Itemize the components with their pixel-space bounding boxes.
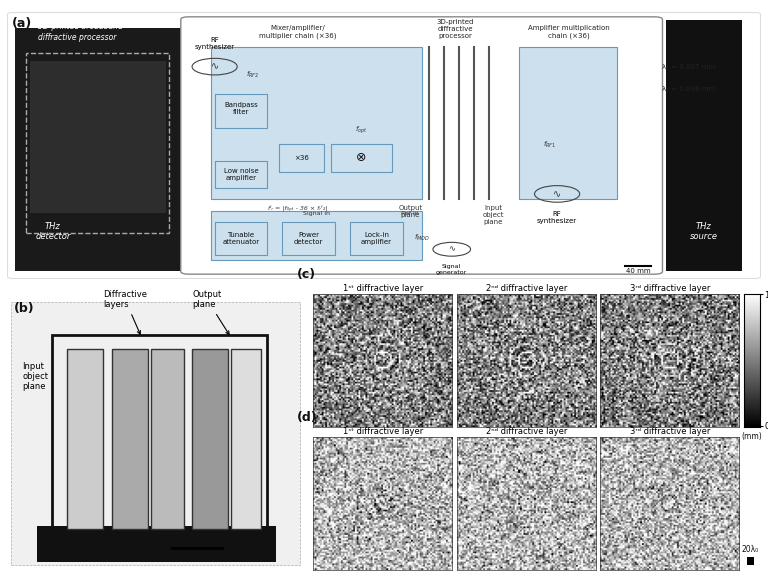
Text: (d): (d) bbox=[296, 411, 317, 425]
FancyBboxPatch shape bbox=[68, 349, 103, 529]
Title: 1ˢᵗ diffractive layer: 1ˢᵗ diffractive layer bbox=[343, 427, 423, 437]
Text: Tunable
attenuator: Tunable attenuator bbox=[223, 232, 260, 245]
Text: Output
plane: Output plane bbox=[193, 290, 229, 335]
Text: $f_{RF1}$: $f_{RF1}$ bbox=[543, 139, 556, 150]
FancyBboxPatch shape bbox=[11, 302, 300, 564]
Text: 3D-printed broadband
diffractive processor: 3D-printed broadband diffractive process… bbox=[38, 22, 123, 42]
Title: 2ⁿᵈ diffractive layer: 2ⁿᵈ diffractive layer bbox=[485, 284, 567, 293]
Text: $f_{opt}$: $f_{opt}$ bbox=[355, 124, 368, 136]
Title: 3ʳᵈ diffractive layer: 3ʳᵈ diffractive layer bbox=[630, 427, 710, 437]
Text: 3D-printed
diffractive
processor: 3D-printed diffractive processor bbox=[437, 19, 474, 39]
Text: Diffractive
layers: Diffractive layers bbox=[103, 290, 147, 334]
Bar bbox=[38, 526, 276, 562]
Text: Low noise
amplifier: Low noise amplifier bbox=[223, 168, 258, 181]
Text: ×36: ×36 bbox=[294, 155, 309, 161]
Text: fᴵᵣ = |f₀ₚₜ - 36 × fᵣᶠ₂|: fᴵᵣ = |f₀ₚₜ - 36 × fᵣᶠ₂| bbox=[268, 205, 327, 211]
Text: Power
detector: Power detector bbox=[294, 232, 323, 245]
FancyBboxPatch shape bbox=[283, 222, 335, 255]
Text: Amplifier multiplication
chain (×36): Amplifier multiplication chain (×36) bbox=[528, 25, 609, 39]
FancyBboxPatch shape bbox=[193, 349, 228, 529]
Bar bbox=[666, 20, 741, 271]
FancyBboxPatch shape bbox=[519, 47, 617, 199]
Text: THz
detector: THz detector bbox=[35, 222, 71, 241]
FancyBboxPatch shape bbox=[211, 210, 422, 260]
Bar bbox=[747, 557, 753, 565]
Text: Signal in: Signal in bbox=[303, 211, 329, 216]
Text: (b): (b) bbox=[14, 302, 35, 315]
FancyBboxPatch shape bbox=[214, 222, 267, 255]
FancyBboxPatch shape bbox=[151, 349, 184, 529]
FancyBboxPatch shape bbox=[214, 161, 267, 188]
Bar bbox=[15, 28, 180, 271]
Text: 20 mm: 20 mm bbox=[182, 550, 212, 559]
Text: $f_{MOD}$: $f_{MOD}$ bbox=[414, 233, 429, 243]
Text: Mixer/amplifier/
multiplier chain (×36): Mixer/amplifier/ multiplier chain (×36) bbox=[259, 25, 336, 39]
Bar bbox=[30, 61, 166, 213]
FancyBboxPatch shape bbox=[279, 144, 324, 172]
Text: 20λ₀: 20λ₀ bbox=[742, 545, 759, 554]
Text: RF
synthesizer: RF synthesizer bbox=[537, 210, 578, 223]
Text: $f_{RF2}$: $f_{RF2}$ bbox=[246, 70, 259, 81]
Text: Signal
generator: Signal generator bbox=[436, 264, 468, 275]
Text: 40 mm: 40 mm bbox=[626, 268, 650, 274]
Title: 1ˢᵗ diffractive layer: 1ˢᵗ diffractive layer bbox=[343, 284, 423, 293]
Text: (a): (a) bbox=[12, 17, 31, 30]
Text: λ₁ = 0.667 mm: λ₁ = 0.667 mm bbox=[663, 63, 716, 70]
Text: RF
synthesizer: RF synthesizer bbox=[194, 37, 235, 50]
FancyBboxPatch shape bbox=[350, 222, 402, 255]
FancyBboxPatch shape bbox=[180, 17, 663, 274]
Text: ⊗: ⊗ bbox=[356, 151, 366, 165]
Text: Bandpass
filter: Bandpass filter bbox=[224, 101, 258, 115]
Text: ∿: ∿ bbox=[449, 245, 455, 254]
Text: (c): (c) bbox=[296, 268, 316, 281]
Title: 2ⁿᵈ diffractive layer: 2ⁿᵈ diffractive layer bbox=[485, 427, 567, 437]
FancyBboxPatch shape bbox=[8, 13, 760, 278]
FancyBboxPatch shape bbox=[214, 94, 267, 127]
FancyBboxPatch shape bbox=[211, 47, 422, 199]
Title: 3ʳᵈ diffractive layer: 3ʳᵈ diffractive layer bbox=[630, 284, 710, 293]
Text: λ₂ = 0.698 mm: λ₂ = 0.698 mm bbox=[663, 86, 716, 92]
Text: THz
source: THz source bbox=[690, 222, 718, 241]
Text: Lock-in
amplifier: Lock-in amplifier bbox=[361, 232, 392, 245]
Text: Input
object
plane: Input object plane bbox=[482, 205, 504, 225]
Text: ∿: ∿ bbox=[210, 62, 219, 71]
FancyBboxPatch shape bbox=[231, 349, 261, 529]
FancyBboxPatch shape bbox=[331, 144, 392, 172]
Text: Input
object
plane: Input object plane bbox=[22, 362, 48, 392]
FancyBboxPatch shape bbox=[112, 349, 147, 529]
Text: Output
plane: Output plane bbox=[399, 205, 422, 218]
Text: (mm): (mm) bbox=[742, 432, 763, 441]
Text: Ref in: Ref in bbox=[402, 211, 419, 216]
Text: ∿: ∿ bbox=[553, 189, 561, 199]
